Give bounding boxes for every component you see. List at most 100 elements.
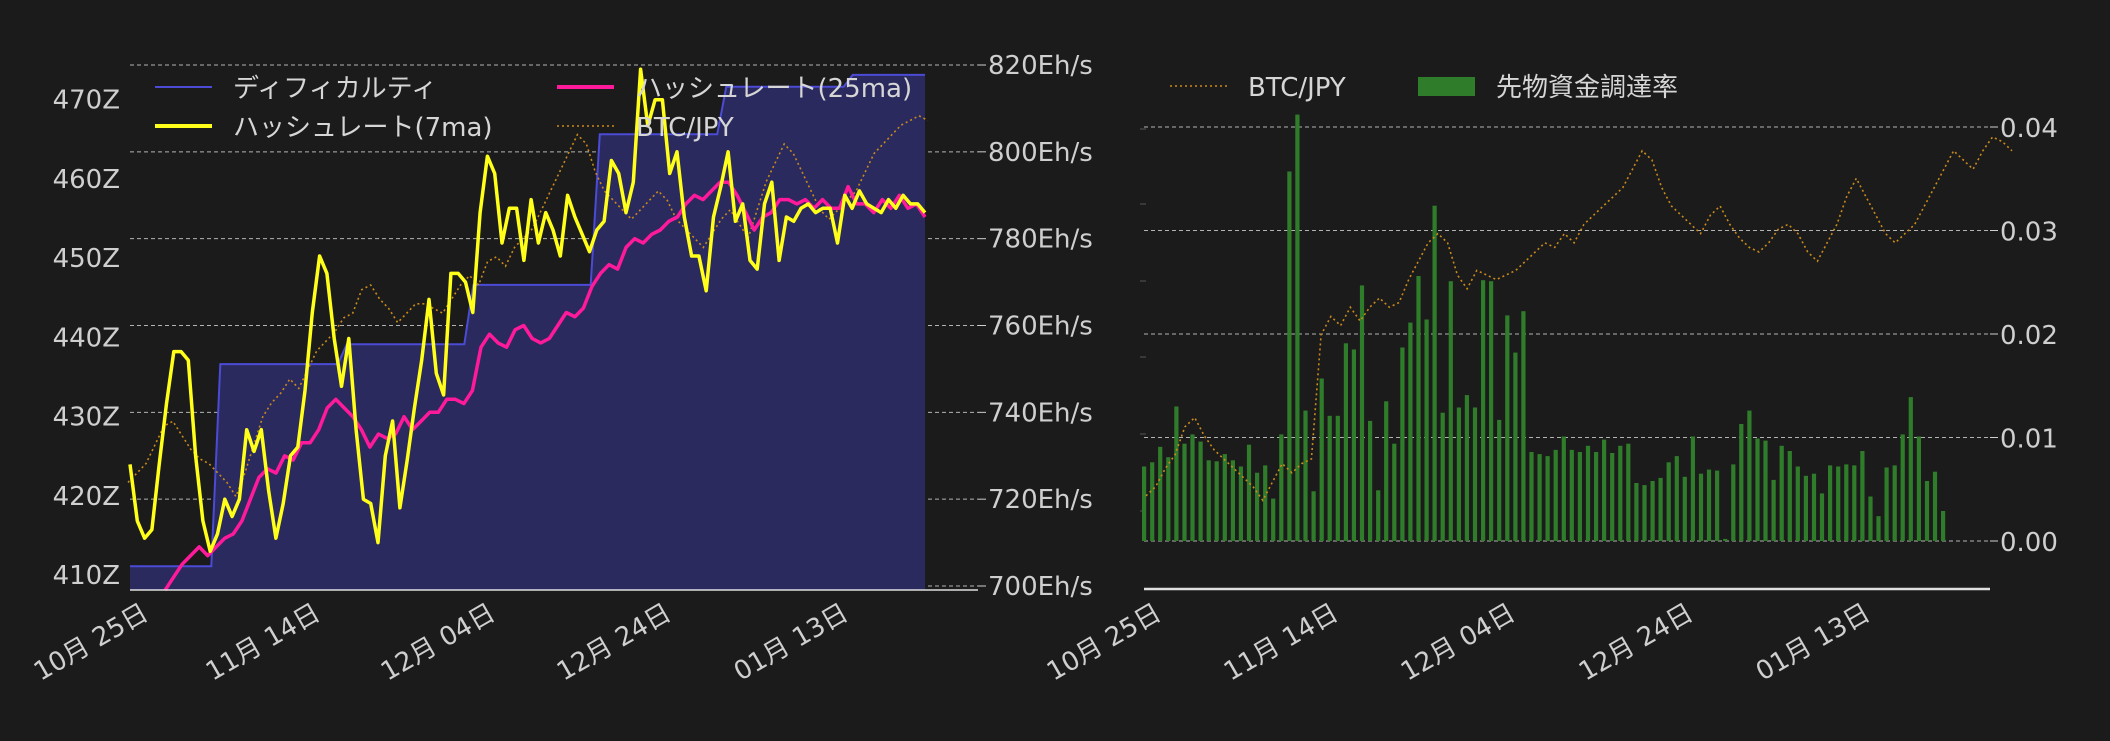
funding-bar bbox=[1779, 445, 1784, 541]
y-left-tick-label: 460Z bbox=[53, 165, 120, 195]
y-left-tick-label: 440Z bbox=[53, 323, 120, 353]
funding-bar bbox=[1351, 349, 1356, 541]
y-left-tick-label: 430Z bbox=[53, 403, 120, 433]
funding-bar bbox=[1884, 467, 1889, 541]
funding-bar bbox=[1569, 449, 1574, 541]
x-tick-label: 12月 04日 bbox=[1396, 598, 1520, 687]
funding-bar bbox=[1142, 466, 1147, 541]
funding-bar bbox=[1222, 454, 1227, 541]
funding-bar bbox=[1246, 444, 1252, 541]
funding-bar bbox=[1464, 395, 1469, 541]
y-right-tick-label: 800Eh/s bbox=[988, 138, 1093, 168]
funding-bar bbox=[1238, 466, 1243, 541]
x-tick-label: 11月 14日 bbox=[1219, 598, 1343, 687]
funding-bar bbox=[1214, 461, 1219, 541]
funding-bar bbox=[1787, 451, 1792, 541]
funding-bar bbox=[1747, 410, 1752, 541]
funding-bar bbox=[1811, 473, 1817, 541]
funding-bar bbox=[1868, 496, 1873, 541]
y-right-tick-label: 780Eh/s bbox=[988, 225, 1093, 255]
funding-bar bbox=[1577, 452, 1582, 541]
funding-bar bbox=[1166, 457, 1171, 541]
funding-bar bbox=[1844, 464, 1849, 541]
legend-funding-swatch bbox=[1418, 77, 1475, 96]
funding-bar bbox=[1263, 465, 1268, 541]
funding-bar bbox=[1819, 493, 1825, 541]
funding-bar bbox=[1690, 436, 1695, 541]
funding-bar bbox=[1537, 454, 1542, 541]
funding-bar bbox=[1174, 406, 1179, 541]
funding-bar bbox=[1916, 436, 1921, 541]
funding-bar bbox=[1828, 465, 1833, 541]
y-right-tick-label: 700Eh/s bbox=[988, 572, 1093, 602]
funding-bar bbox=[1472, 407, 1478, 541]
funding-bar bbox=[1553, 449, 1558, 541]
x-tick-label: 01月 13日 bbox=[1751, 598, 1875, 687]
funding-bar bbox=[1481, 280, 1486, 541]
btc-jpy-line bbox=[1145, 135, 2013, 502]
funding-bar bbox=[1755, 438, 1760, 541]
funding-bar bbox=[1424, 319, 1429, 541]
funding-bar bbox=[1440, 412, 1445, 541]
funding-bar bbox=[1731, 464, 1736, 541]
x-tick-label: 11月 14日 bbox=[201, 598, 325, 687]
funding-bar bbox=[1376, 490, 1381, 541]
funding-bar bbox=[1650, 481, 1655, 541]
funding-bar bbox=[1408, 322, 1413, 541]
funding-bar bbox=[1400, 347, 1405, 541]
funding-bar bbox=[1456, 407, 1461, 541]
funding-bar bbox=[1359, 285, 1365, 541]
funding-bar bbox=[1941, 511, 1946, 541]
funding-bar bbox=[1150, 462, 1155, 541]
funding-bar bbox=[1763, 440, 1768, 541]
funding-bar bbox=[1335, 415, 1340, 541]
funding-bar bbox=[1392, 443, 1397, 541]
funding-bar bbox=[1384, 401, 1389, 541]
funding-bar bbox=[1279, 434, 1284, 541]
funding-bar bbox=[1489, 281, 1494, 541]
funding-bar bbox=[1658, 477, 1663, 541]
funding-bar bbox=[1545, 456, 1550, 541]
funding-bar bbox=[1432, 205, 1437, 541]
funding-bar bbox=[1295, 114, 1300, 541]
y-right-tick-label: 0.04 bbox=[2000, 114, 2058, 144]
funding-bar bbox=[1698, 473, 1704, 541]
funding-bar bbox=[1610, 453, 1615, 541]
y-right-tick-label: 760Eh/s bbox=[988, 312, 1093, 342]
funding-bar bbox=[1368, 420, 1373, 541]
funding-bar bbox=[1505, 315, 1510, 541]
funding-bar bbox=[1860, 451, 1865, 541]
funding-bar bbox=[1585, 445, 1591, 541]
funding-bar bbox=[1319, 378, 1324, 541]
y-right-tick-label: 740Eh/s bbox=[988, 398, 1093, 428]
funding-bar bbox=[1932, 471, 1938, 541]
funding-bar bbox=[1594, 452, 1599, 541]
x-tick-label: 01月 13日 bbox=[729, 598, 853, 687]
x-tick-label: 12月 04日 bbox=[376, 598, 500, 687]
y-left-tick-label: 410Z bbox=[53, 561, 120, 591]
funding-bar bbox=[1343, 343, 1348, 541]
funding-bar bbox=[1706, 469, 1712, 541]
funding-bar bbox=[1626, 443, 1631, 541]
funding-bar bbox=[1190, 434, 1195, 541]
y-left-tick-label: 450Z bbox=[53, 244, 120, 274]
y-left-tick-label: 420Z bbox=[53, 482, 120, 512]
right-chart: 0.00 0.01 0.02 0.03 0.04 10月 25日 11月 14日 12月 04… bbox=[1042, 73, 2058, 687]
legend-btc-label: BTC/JPY bbox=[636, 113, 734, 143]
left-chart: 700Eh/s 720Eh/s 740Eh/s 760Eh/s 780Eh/s 800Eh… bbox=[29, 51, 1093, 687]
funding-bar bbox=[1448, 281, 1453, 541]
y-left-tick-label: 470Z bbox=[53, 86, 120, 116]
funding-bar bbox=[1900, 434, 1905, 541]
y-right-tick-label: 720Eh/s bbox=[988, 485, 1093, 515]
funding-bar bbox=[1327, 415, 1332, 541]
funding-bar bbox=[1497, 419, 1502, 541]
y-right-tick-label: 0.01 bbox=[2000, 425, 2058, 455]
funding-bar bbox=[1311, 491, 1316, 541]
legend-hash7-label: ハッシュレート(7ma) bbox=[233, 113, 493, 143]
legend-hash25-label: ハッシュレート(25ma) bbox=[636, 74, 912, 104]
legend-btc-label: BTC/JPY bbox=[1248, 73, 1346, 103]
funding-bar bbox=[1198, 441, 1203, 541]
y-right-tick-label: 820Eh/s bbox=[988, 51, 1093, 81]
funding-bar bbox=[1521, 311, 1526, 541]
